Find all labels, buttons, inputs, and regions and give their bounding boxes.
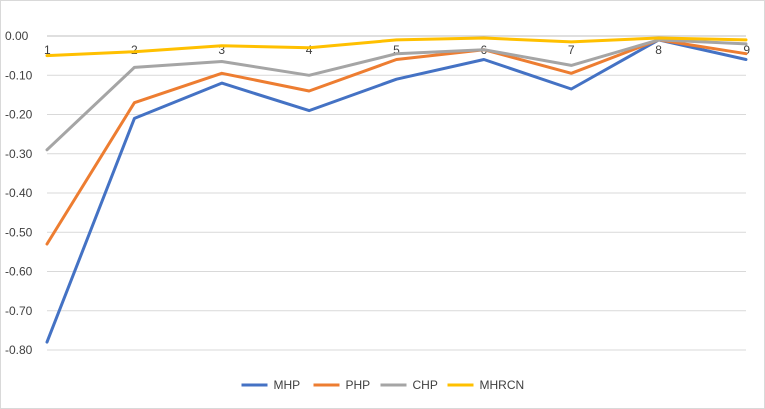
legend: MHP PHP CHP MHRCN: [241, 378, 525, 392]
y-tick-label: 0.00: [5, 29, 29, 43]
series-line-mhrcn: [45, 36, 748, 58]
series-line-php: [45, 38, 748, 246]
legend-label: MHP: [274, 378, 301, 392]
legend-item-chp: CHP: [380, 378, 438, 392]
x-tick-label: 9: [743, 43, 750, 57]
x-tick-label: 3: [218, 43, 225, 57]
y-tick-label: -0.20: [5, 108, 33, 122]
y-tick-label: -0.70: [5, 304, 33, 318]
y-tick-label: -0.10: [5, 68, 33, 82]
x-tick-label: 4: [306, 43, 313, 57]
x-tick-label: 1: [44, 43, 51, 57]
gridlines: [47, 35, 746, 351]
legend-label: PHP: [346, 378, 371, 392]
legend-item-mhp: MHP: [241, 378, 301, 392]
y-tick-label: -0.30: [5, 147, 33, 161]
legend-label: CHP: [413, 378, 438, 392]
x-tick-label: 7: [568, 43, 575, 57]
legend-item-php: PHP: [313, 378, 371, 392]
legend-item-mhrcn: MHRCN: [447, 378, 525, 392]
y-tick-label: -0.50: [5, 225, 33, 239]
series-line-mhp: [45, 38, 748, 344]
x-tick-label: 8: [655, 43, 662, 57]
series-lines: [45, 36, 748, 344]
y-tick-label: -0.80: [5, 343, 33, 357]
legend-label: MHRCN: [480, 378, 525, 392]
y-axis-tick-labels: 0.00 -0.10 -0.20 -0.30 -0.40 -0.50 -0.60 -0.70 -…: [5, 29, 33, 357]
series-line-chp: [45, 38, 748, 152]
x-tick-label: 5: [393, 43, 400, 57]
y-tick-label: -0.60: [5, 265, 33, 279]
x-tick-label: 2: [131, 43, 138, 57]
y-tick-label: -0.40: [5, 186, 33, 200]
